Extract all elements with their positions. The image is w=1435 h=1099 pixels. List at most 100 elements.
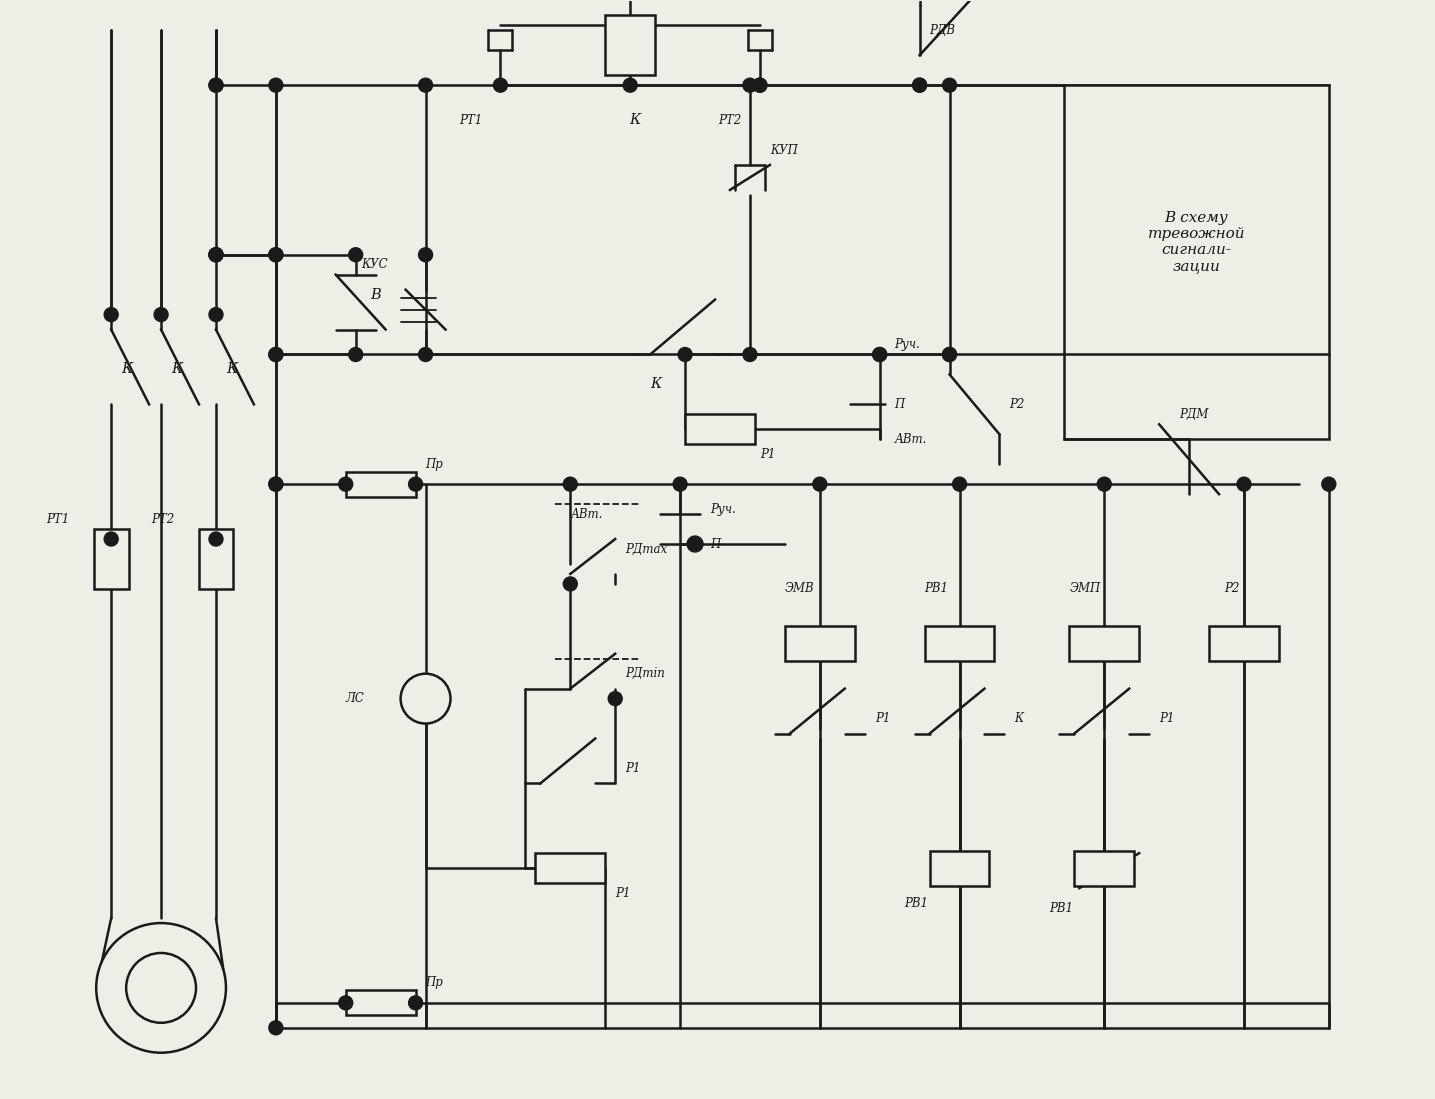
Circle shape	[210, 308, 222, 322]
Circle shape	[210, 532, 222, 546]
Circle shape	[409, 477, 422, 491]
Text: РДmin: РДmin	[626, 667, 664, 680]
Text: РТ2: РТ2	[151, 512, 174, 525]
Circle shape	[268, 247, 283, 262]
Text: Р1: Р1	[616, 887, 630, 900]
Circle shape	[913, 78, 927, 92]
Circle shape	[268, 477, 283, 491]
Circle shape	[608, 691, 623, 706]
Circle shape	[210, 247, 222, 262]
Text: КУС: КУС	[360, 258, 387, 271]
Bar	[346, 990, 416, 1015]
Circle shape	[872, 347, 887, 362]
Circle shape	[1237, 477, 1251, 491]
Circle shape	[913, 78, 927, 92]
Text: АВт.: АВт.	[570, 508, 603, 521]
Bar	[1069, 626, 1139, 662]
Bar	[930, 851, 990, 886]
Circle shape	[953, 477, 967, 491]
Text: РВ1: РВ1	[904, 897, 928, 910]
Circle shape	[943, 347, 957, 362]
Circle shape	[419, 78, 432, 92]
Bar	[1075, 851, 1134, 886]
Circle shape	[753, 78, 766, 92]
Text: Пр: Пр	[426, 457, 443, 470]
Text: К: К	[121, 363, 132, 377]
Text: Р2: Р2	[1009, 398, 1025, 411]
Circle shape	[210, 247, 222, 262]
Text: РДВ: РДВ	[930, 24, 956, 36]
Circle shape	[268, 78, 283, 92]
Circle shape	[1098, 477, 1111, 491]
Text: Р1: Р1	[1159, 712, 1174, 725]
Text: ЛС: ЛС	[346, 692, 364, 706]
Text: К: К	[630, 113, 641, 127]
Circle shape	[419, 347, 432, 362]
Circle shape	[564, 477, 577, 491]
Circle shape	[126, 953, 197, 1023]
Circle shape	[349, 347, 363, 362]
Circle shape	[943, 347, 957, 362]
Circle shape	[753, 78, 766, 92]
Circle shape	[623, 78, 637, 92]
Text: ЭМП: ЭМП	[1069, 582, 1101, 596]
Bar	[1210, 626, 1279, 662]
Text: Р1: Р1	[875, 712, 890, 725]
Circle shape	[400, 674, 451, 723]
Circle shape	[268, 477, 283, 491]
Circle shape	[494, 78, 508, 92]
Circle shape	[268, 1021, 283, 1035]
Text: РТ2: РТ2	[719, 113, 742, 126]
Circle shape	[268, 247, 283, 262]
Bar	[1065, 86, 1329, 440]
Circle shape	[268, 347, 283, 362]
Bar	[198, 529, 234, 589]
Text: Руч.: Руч.	[710, 502, 736, 515]
Circle shape	[679, 347, 692, 362]
Bar	[785, 626, 855, 662]
Circle shape	[943, 78, 957, 92]
Text: П: П	[710, 537, 720, 551]
Text: Р1: Р1	[626, 762, 640, 775]
Text: Пр: Пр	[426, 976, 443, 989]
Text: РВ1: РВ1	[1049, 901, 1073, 914]
Circle shape	[105, 308, 118, 322]
Circle shape	[564, 577, 577, 591]
Bar	[606, 15, 656, 75]
Circle shape	[743, 78, 756, 92]
Text: В схему
тревожной
сигнали-
зации: В схему тревожной сигнали- зации	[1148, 211, 1246, 274]
Circle shape	[687, 536, 703, 552]
Text: К: К	[225, 363, 237, 377]
Text: РДmax: РДmax	[626, 543, 667, 555]
Bar	[346, 471, 416, 497]
Circle shape	[210, 247, 222, 262]
Circle shape	[1322, 477, 1336, 491]
Circle shape	[409, 996, 422, 1010]
Bar	[684, 414, 755, 444]
Circle shape	[154, 308, 168, 322]
Text: РДМ: РДМ	[1180, 408, 1208, 421]
Circle shape	[339, 477, 353, 491]
Text: К: К	[171, 363, 182, 377]
Bar	[93, 529, 129, 589]
Text: РВ1: РВ1	[924, 582, 949, 596]
Circle shape	[743, 347, 756, 362]
Circle shape	[673, 477, 687, 491]
Text: В: В	[370, 288, 382, 301]
Circle shape	[872, 347, 887, 362]
Text: АВт.: АВт.	[894, 433, 927, 446]
Text: Руч.: Руч.	[894, 338, 920, 351]
Text: РТ1: РТ1	[459, 113, 482, 126]
Text: РТ1: РТ1	[46, 512, 69, 525]
Text: Р1: Р1	[761, 447, 775, 460]
Text: КУП: КУП	[771, 144, 798, 156]
Circle shape	[349, 247, 363, 262]
Circle shape	[210, 78, 222, 92]
Circle shape	[210, 78, 222, 92]
Circle shape	[105, 532, 118, 546]
Circle shape	[812, 477, 827, 491]
Bar	[535, 853, 606, 884]
Text: К: К	[650, 377, 662, 391]
Circle shape	[268, 347, 283, 362]
Text: Р2: Р2	[1224, 582, 1240, 596]
